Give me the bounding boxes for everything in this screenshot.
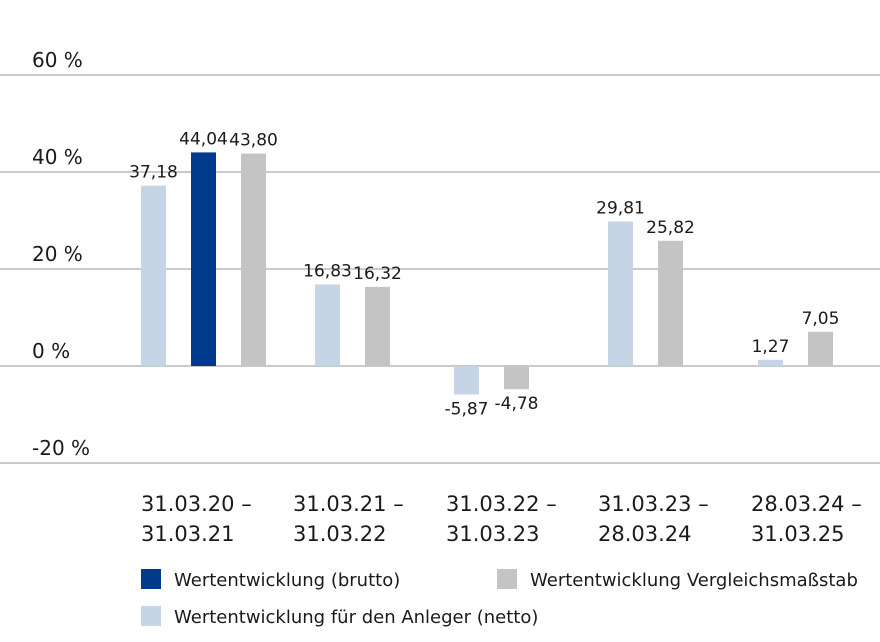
x-category-label: 31.03.21 – <box>293 492 404 516</box>
legend-label: Wertentwicklung (brutto) <box>174 570 400 591</box>
data-label: 44,04 <box>179 129 228 149</box>
bars <box>141 152 833 395</box>
legend-swatch <box>141 606 161 626</box>
data-label: -5,87 <box>445 399 489 419</box>
x-category-label: 31.03.22 – <box>446 492 557 516</box>
bar <box>608 221 633 366</box>
data-label: 29,81 <box>596 198 645 218</box>
bar <box>141 185 166 366</box>
grid-layer <box>0 74 880 464</box>
x-category-label: 31.03.22 <box>293 522 387 546</box>
x-category-label: 31.03.25 <box>751 522 845 546</box>
x-category-label: 31.03.23 – <box>598 492 709 516</box>
y-tick-label: 0 % <box>32 339 70 363</box>
data-label: 43,80 <box>229 131 278 151</box>
data-label: 16,32 <box>353 264 402 284</box>
x-category-label: 28.03.24 – <box>751 492 862 516</box>
bar <box>454 366 479 395</box>
x-category-label: 31.03.23 <box>446 522 540 546</box>
legend: Wertentwicklung (brutto) Wertentwicklung … <box>141 569 858 628</box>
data-label: 25,82 <box>646 218 695 238</box>
x-category-label: 28.03.24 <box>598 522 692 546</box>
legend-label: Wertentwicklung für den Anleger (netto) <box>174 607 538 628</box>
y-tick-label: -20 % <box>32 436 90 460</box>
bar <box>504 366 529 390</box>
x-axis-categories: 31.03.20 – 31.03.21 31.03.21 – 31.03.22 31.0… <box>141 492 862 546</box>
y-axis-ticks: 60 % 40 % 20 % 0 % -20 % <box>32 48 90 460</box>
legend-swatch <box>497 569 517 589</box>
y-tick-label: 20 % <box>32 242 83 266</box>
data-label: 1,27 <box>752 337 790 357</box>
x-category-label: 31.03.20 – <box>141 492 252 516</box>
y-tick-label: 40 % <box>32 145 83 169</box>
data-label: 7,05 <box>802 309 840 329</box>
bar <box>365 286 390 366</box>
y-tick-label: 60 % <box>32 48 83 72</box>
bar <box>808 331 833 366</box>
legend-label: Wertentwicklung Vergleichsmaßstab <box>530 570 858 591</box>
bar <box>758 359 783 366</box>
bar <box>315 284 340 366</box>
x-category-label: 31.03.21 <box>141 522 235 546</box>
bar <box>241 153 266 366</box>
bar <box>658 240 683 366</box>
bar <box>191 152 216 366</box>
legend-swatch <box>141 569 161 589</box>
data-label: 16,83 <box>303 261 352 281</box>
data-label: -4,78 <box>495 394 539 414</box>
data-label: 37,18 <box>129 163 178 183</box>
